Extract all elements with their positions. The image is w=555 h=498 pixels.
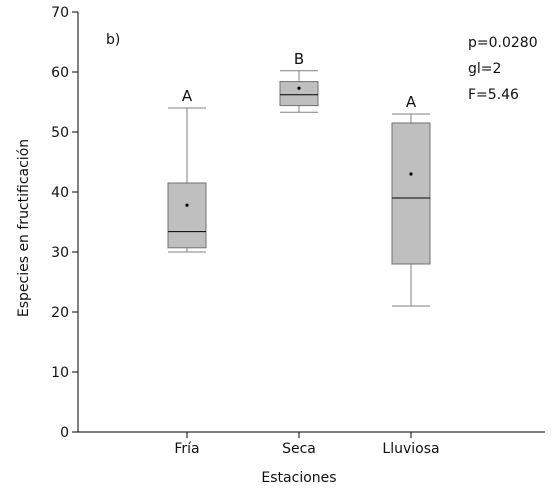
panel-label: b): [106, 32, 120, 48]
axes: 0 10 20 30 40 50 60 70 Fría Seca Lluviosa: [51, 5, 545, 457]
group-letter: B: [294, 50, 304, 68]
y-tick-label: 0: [60, 425, 69, 441]
y-tick-label: 10: [51, 365, 69, 381]
box-group: A: [391, 93, 431, 307]
group-letter: A: [406, 93, 417, 111]
y-tick-label: 50: [51, 125, 69, 141]
box-iqr: [167, 182, 207, 249]
box-iqr: [279, 81, 319, 107]
stat-p-value: p=0.0280: [468, 35, 538, 51]
x-tick-label: Fría: [174, 441, 199, 457]
mean-point: [297, 86, 301, 90]
stat-f-value: F=5.46: [468, 87, 519, 103]
y-axis-label: Especies en fructificación: [16, 139, 32, 317]
mean-point: [409, 172, 413, 176]
box-iqr: [391, 122, 431, 265]
box-group: B: [279, 50, 319, 113]
box-marks: A B A: [167, 50, 431, 307]
y-tick-label: 30: [51, 245, 69, 261]
y-tick-label: 20: [51, 305, 69, 321]
group-letter: A: [182, 87, 193, 105]
stat-degrees-freedom: gl=2: [468, 61, 501, 77]
x-tick-label: Seca: [282, 441, 316, 457]
box-group: A: [167, 87, 207, 253]
y-tick-label: 70: [51, 5, 69, 21]
mean-point: [185, 203, 189, 207]
x-tick-label: Lluviosa: [382, 441, 439, 457]
x-axis-label: Estaciones: [261, 470, 336, 486]
y-tick-label: 40: [51, 185, 69, 201]
y-tick-label: 60: [51, 65, 69, 81]
